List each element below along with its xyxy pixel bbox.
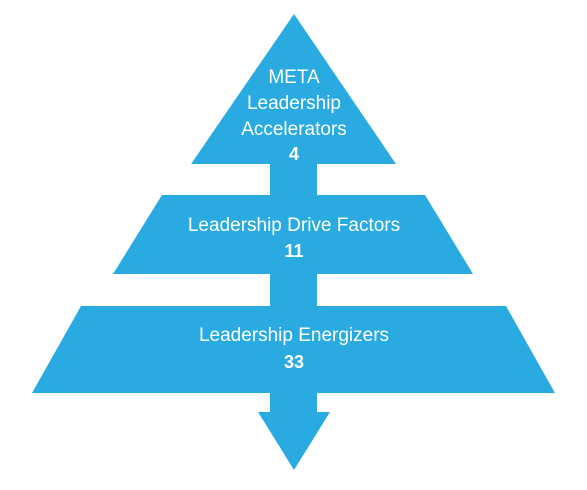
tier-bottom-count: 33 xyxy=(284,352,304,372)
arrow-head xyxy=(258,412,330,470)
tier-middle-count: 11 xyxy=(284,241,303,261)
tier-top-label-line-1: META xyxy=(268,67,320,88)
tier-top-label-line-3: Accelerators xyxy=(241,119,347,140)
tier-middle-label: Leadership Drive Factors xyxy=(188,215,400,236)
tier-bottom-label: Leadership Energizers xyxy=(199,325,389,346)
tier-top-label-line-2: Leadership xyxy=(247,93,341,114)
tier-top-triangle xyxy=(191,14,396,164)
tier-bottom-trapezoid xyxy=(32,306,555,393)
tier-middle-trapezoid xyxy=(113,195,473,274)
tier-top-count: 4 xyxy=(289,144,299,164)
